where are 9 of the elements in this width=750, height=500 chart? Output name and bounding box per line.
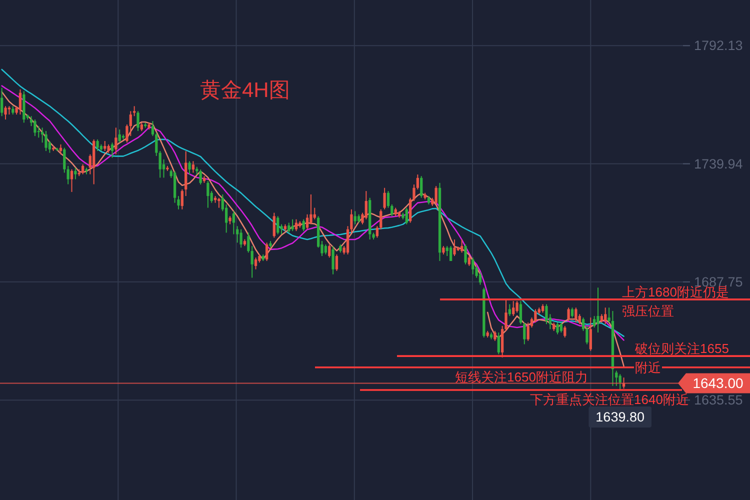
ref-line-label: 下方重点关注位置1640附近 <box>530 392 689 407</box>
title: 黄金4H图 <box>200 79 290 102</box>
ref-line-label: 破位则关注1655附近 <box>634 341 729 376</box>
y-tick-label: 1635.55 <box>694 392 743 408</box>
y-tick-label: 1792.13 <box>694 38 743 54</box>
ref-line-label: 短线关注1650附近阻力 <box>455 369 588 384</box>
y-tick-label: 1739.94 <box>694 156 744 172</box>
annotation: 1639.80 <box>596 409 644 424</box>
ref-line-label: 1643.00 <box>692 375 744 392</box>
